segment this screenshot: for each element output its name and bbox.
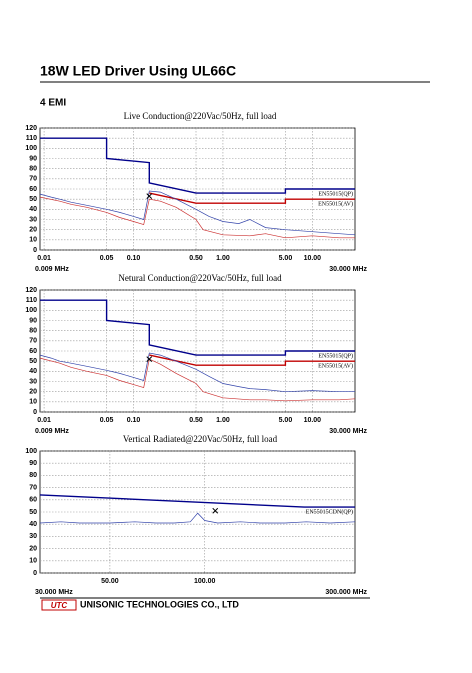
x-end-label: 30.000 MHz	[329, 266, 367, 273]
y-tick-label: 0	[33, 409, 37, 416]
y-tick-label: 20	[29, 389, 37, 396]
series-line	[149, 192, 355, 204]
x-tick-label: 5.00	[279, 417, 293, 424]
series-line	[39, 494, 355, 508]
y-tick-label: 50	[29, 358, 37, 365]
y-tick-label: 10	[29, 399, 37, 406]
y-tick-label: 70	[29, 338, 37, 345]
x-tick-label: 0.05	[100, 417, 114, 424]
y-tick-label: 80	[29, 472, 37, 479]
y-tick-label: 40	[29, 368, 37, 375]
series-label: EN55015(AV)	[318, 201, 353, 208]
series-line	[39, 512, 356, 524]
y-tick-label: 60	[29, 348, 37, 355]
series-label: EN55015CDN(QP)	[306, 508, 353, 515]
y-tick-label: 50	[29, 509, 37, 516]
y-tick-label: 60	[29, 497, 37, 504]
page-title: 18W LED Driver Using UL66C	[40, 63, 236, 79]
peak-marker	[146, 193, 153, 199]
y-tick-label: 90	[29, 460, 37, 467]
y-tick-label: 0	[33, 247, 37, 254]
peak-marker	[146, 356, 153, 362]
y-tick-label: 110	[26, 135, 37, 142]
series-line	[40, 137, 355, 194]
y-tick-label: 30	[29, 216, 37, 223]
logo: UTC	[51, 601, 68, 610]
x-tick-label: 10.00	[304, 417, 322, 424]
x-tick-label: 1.00	[216, 255, 230, 262]
series-line	[40, 299, 355, 356]
y-tick-label: 70	[29, 484, 37, 491]
x-tick-label: 0.05	[100, 255, 114, 262]
y-tick-label: 70	[29, 176, 37, 183]
series-label: EN55015(AV)	[318, 363, 353, 370]
x-tick-label: 0.10	[127, 417, 141, 424]
x-tick-label: 0.01	[37, 417, 51, 424]
x-tick-label: 5.00	[279, 255, 293, 262]
chart-title: Vertical Radiated@220Vac/50Hz, full load	[123, 434, 278, 444]
x-tick-label: 100.00	[194, 578, 216, 585]
x-tick-label: 0.01	[37, 255, 51, 262]
y-tick-label: 110	[26, 297, 37, 304]
logo-box	[41, 599, 77, 611]
x-end-label: 300.000 MHz	[325, 589, 367, 596]
y-tick-label: 20	[29, 545, 37, 552]
chart-title: Netural Conduction@220Vac/50Hz, full loa…	[118, 273, 282, 283]
y-tick-label: 80	[29, 166, 37, 173]
y-tick-label: 30	[29, 533, 37, 540]
peak-marker	[212, 507, 219, 514]
y-tick-label: 0	[33, 570, 37, 577]
y-tick-label: 30	[29, 378, 37, 385]
y-tick-label: 100	[25, 145, 37, 152]
series-line	[39, 357, 356, 402]
x-start-label: 0.009 MHz	[35, 266, 69, 273]
company-name: UNISONIC TECHNOLOGIES CO., LTD	[80, 599, 239, 609]
y-tick-label: 120	[25, 125, 37, 132]
x-tick-label: 50.00	[101, 578, 119, 585]
x-start-label: 30.000 MHz	[35, 589, 73, 596]
series-label: EN55015(QP)	[318, 352, 353, 359]
section-title: 4 EMI	[40, 98, 66, 109]
x-end-label: 30.000 MHz	[329, 428, 367, 435]
series-line	[39, 352, 355, 393]
x-tick-label: 0.50	[189, 417, 203, 424]
x-start-label: 0.009 MHz	[35, 428, 69, 435]
y-tick-label: 40	[29, 206, 37, 213]
series-line	[39, 190, 356, 236]
y-tick-label: 50	[29, 196, 37, 203]
x-tick-label: 0.10	[127, 255, 141, 262]
y-tick-label: 90	[29, 317, 37, 324]
y-tick-label: 20	[29, 227, 37, 234]
y-tick-label: 80	[29, 328, 37, 335]
y-tick-label: 100	[25, 307, 37, 314]
series-label: EN55015(QP)	[318, 190, 353, 197]
x-tick-label: 10.00	[304, 255, 322, 262]
series-line	[149, 354, 355, 366]
y-tick-label: 90	[29, 155, 37, 162]
chart-title: Live Conduction@220Vac/50Hz, full load	[124, 111, 277, 121]
y-tick-label: 10	[29, 237, 37, 244]
y-tick-label: 10	[29, 558, 37, 565]
y-tick-label: 120	[25, 287, 37, 294]
x-tick-label: 0.50	[189, 255, 203, 262]
y-tick-label: 60	[29, 186, 37, 193]
x-tick-label: 1.00	[216, 417, 230, 424]
y-tick-label: 100	[25, 448, 37, 455]
series-line	[39, 196, 355, 239]
y-tick-label: 40	[29, 521, 37, 528]
